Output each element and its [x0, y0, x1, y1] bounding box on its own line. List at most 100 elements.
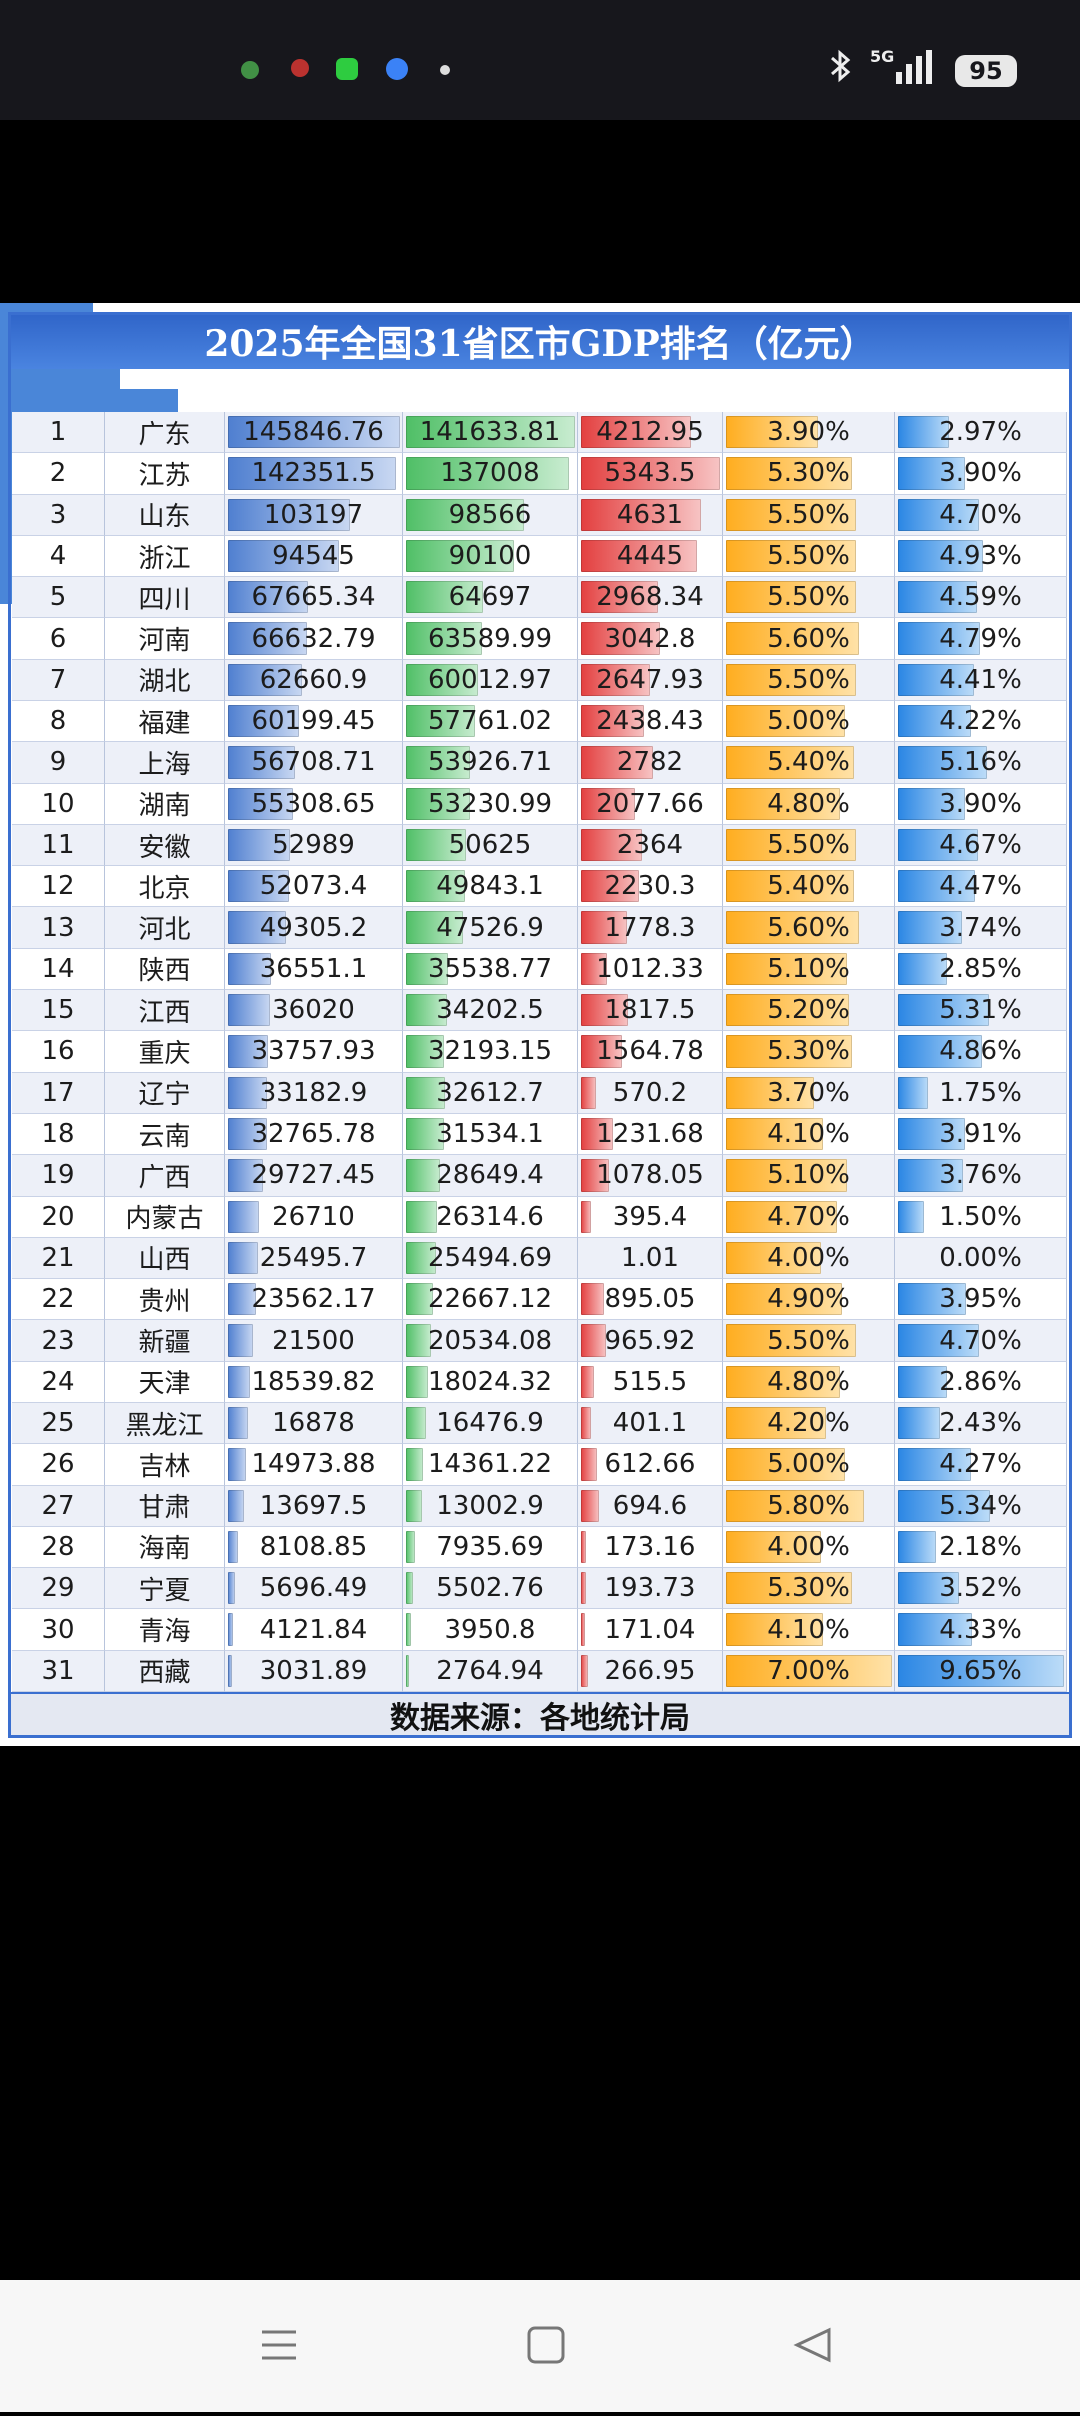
cell-text: 1 [12, 412, 104, 452]
table-cell: 青海 [105, 1609, 225, 1650]
table-cell: 515.5 [578, 1362, 723, 1403]
table-cell: 4 [12, 536, 105, 577]
cell-text: 4.67% [895, 825, 1066, 865]
cell-text: 5.40% [723, 742, 894, 782]
nav-icons [0, 2280, 1080, 2412]
cell-text: 17 [12, 1073, 104, 1113]
home-button[interactable] [529, 2328, 563, 2362]
cell-text: 5502.76 [403, 1568, 577, 1608]
table-cell: 3950.8 [403, 1609, 578, 1650]
table-cell: 5.60% [723, 907, 895, 948]
table-cell: 0.00% [895, 1238, 1067, 1279]
cell-text: 5 [12, 577, 104, 617]
cell-text: 20534.08 [403, 1320, 577, 1360]
table-cell: 2968.34 [578, 577, 723, 618]
cell-text: 47526.9 [403, 907, 577, 947]
cell-text: 浙江 [105, 536, 224, 576]
cell-text: 55308.65 [225, 784, 402, 824]
cell-text: 海南 [105, 1527, 224, 1567]
table-cell: 5.20% [723, 990, 895, 1031]
table-cell: 266.95 [578, 1651, 723, 1692]
table-cell: 612.66 [578, 1444, 723, 1485]
table-cell: 湖北 [105, 660, 225, 701]
cell-text: 14 [12, 949, 104, 989]
signal-bar [926, 50, 932, 84]
cell-text: 103197 [225, 495, 402, 535]
cell-text: 4.20% [723, 1403, 894, 1443]
table-cell: 171.04 [578, 1609, 723, 1650]
cell-text: 5.50% [723, 660, 894, 700]
cell-text: 18539.82 [225, 1362, 402, 1402]
table-cell: 193.73 [578, 1568, 723, 1609]
table-cell: 60199.45 [225, 701, 403, 742]
table-cell: 22 [12, 1279, 105, 1320]
cell-text: 5343.5 [578, 453, 722, 493]
table-cell: 20 [12, 1197, 105, 1238]
table-cell: 141633.81 [403, 412, 578, 453]
table-cell: 26314.6 [403, 1197, 578, 1238]
cell-text: 7935.69 [403, 1527, 577, 1567]
table-cell: 吉林 [105, 1444, 225, 1485]
cell-text: 8 [12, 701, 104, 741]
cell-text: 1817.5 [578, 990, 722, 1030]
table-cell: 5.30% [723, 1568, 895, 1609]
table-cell: 5.30% [723, 1031, 895, 1072]
cell-text: 湖南 [105, 784, 224, 824]
cell-text: 52073.4 [225, 866, 402, 906]
table-cell: 3.90% [895, 453, 1067, 494]
cell-text: 20 [12, 1197, 104, 1237]
cell-text: 4.41% [895, 660, 1066, 700]
table-cell: 395.4 [578, 1197, 723, 1238]
table-cell: 21 [12, 1238, 105, 1279]
table-cell: 1 [12, 412, 105, 453]
table-cell: 4.10% [723, 1114, 895, 1155]
table-cell: 四川 [105, 577, 225, 618]
table-cell: 5 [12, 577, 105, 618]
table-cell: 25 [12, 1403, 105, 1444]
table-cell: 90100 [403, 536, 578, 577]
cell-text: 29 [12, 1568, 104, 1608]
table-cell: 12 [12, 866, 105, 907]
table-cell: 7 [12, 660, 105, 701]
signal-bar [896, 72, 902, 84]
cell-text: 36020 [225, 990, 402, 1030]
table-cell: 32765.78 [225, 1114, 403, 1155]
cell-text: 90100 [403, 536, 577, 576]
cell-text: 2 [12, 453, 104, 493]
table-cell: 3.52% [895, 1568, 1067, 1609]
table-cell: 广东 [105, 412, 225, 453]
table-cell: 13 [12, 907, 105, 948]
table-cell: 4.90% [723, 1279, 895, 1320]
cell-text: 31534.1 [403, 1114, 577, 1154]
cell-text: 重庆 [105, 1031, 224, 1071]
cell-text: 401.1 [578, 1403, 722, 1443]
cell-text: 2782 [578, 742, 722, 782]
cell-text: 广西 [105, 1155, 224, 1195]
cell-text: 辽宁 [105, 1073, 224, 1113]
back-button[interactable] [797, 2330, 829, 2360]
table-cell: 4121.84 [225, 1609, 403, 1650]
table-cell: 5.50% [723, 536, 895, 577]
cell-text: 4.59% [895, 577, 1066, 617]
table-cell: 5.50% [723, 1320, 895, 1361]
menu-button[interactable] [262, 2332, 296, 2358]
cell-text: 3.91% [895, 1114, 1066, 1154]
table-cell: 5.50% [723, 495, 895, 536]
cell-text: 33757.93 [225, 1031, 402, 1071]
table-cell: 34202.5 [403, 990, 578, 1031]
table-cell: 5.10% [723, 1155, 895, 1196]
cell-text: 3.74% [895, 907, 1066, 947]
table-cell: 173.16 [578, 1527, 723, 1568]
cell-text: 11 [12, 825, 104, 865]
cell-text: 4.80% [723, 784, 894, 824]
table-cell: 49305.2 [225, 907, 403, 948]
table-cell: 浙江 [105, 536, 225, 577]
cell-text: 2.86% [895, 1362, 1066, 1402]
cell-text: 21 [12, 1238, 104, 1278]
cell-text: 19 [12, 1155, 104, 1195]
cell-text: 2647.93 [578, 660, 722, 700]
table-cell: 4.70% [895, 1320, 1067, 1361]
cell-text: 63589.99 [403, 618, 577, 658]
table-cell: 36020 [225, 990, 403, 1031]
bluetooth-icon [832, 53, 848, 79]
